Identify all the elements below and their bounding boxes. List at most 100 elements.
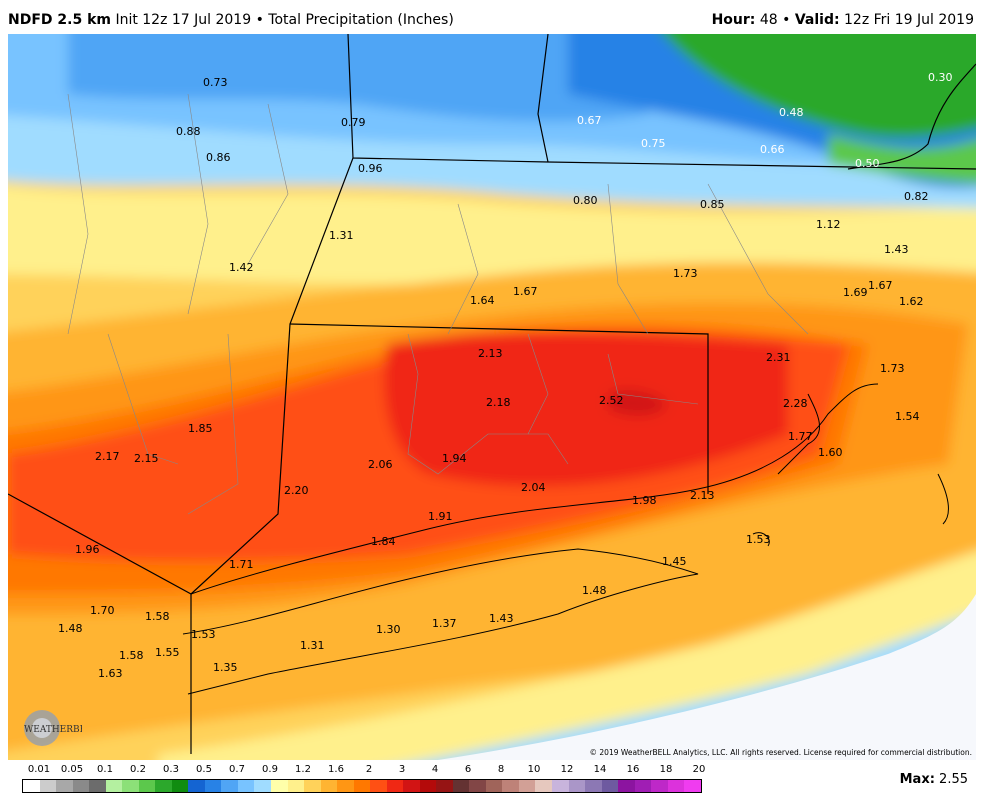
precip-value-label: 0.82 <box>904 190 929 203</box>
precip-value-label: 1.42 <box>229 261 254 274</box>
legend-label: 20 <box>692 764 706 775</box>
legend-label: 0.5 <box>196 764 212 775</box>
precip-value-label: 0.48 <box>779 106 804 119</box>
ocean-no-data <box>438 594 976 760</box>
legend-color-swatch <box>56 780 73 792</box>
legend-label: 12 <box>560 764 574 775</box>
legend-color-swatch <box>353 780 371 792</box>
precip-value-label: 1.31 <box>329 229 354 242</box>
precip-value-label: 1.43 <box>884 243 909 256</box>
legend-color-swatch <box>304 780 321 792</box>
precip-value-label: 2.06 <box>368 458 393 471</box>
copyright-notice: © 2019 WeatherBELL Analytics, LLC. All r… <box>589 748 972 757</box>
hour-value: 48 <box>759 12 778 28</box>
precip-value-label: 0.80 <box>573 194 598 207</box>
legend-label: 8 <box>497 764 505 775</box>
precipitation-legend: 0.01 0.05 0.1 0.2 0.3 0.5 0.7 0.9 1.2 1.6 2 3 4 6 8 10 1… <box>22 764 706 804</box>
precip-value-label: 2.13 <box>478 347 503 360</box>
legend-color-swatch <box>684 780 701 792</box>
precip-value-label: 1.60 <box>818 446 843 459</box>
legend-color-swatch <box>552 780 569 792</box>
legend-color-swatch <box>403 780 420 792</box>
max-label: Max: <box>899 772 935 787</box>
precip-value-label: 0.67 <box>577 114 602 127</box>
legend-color-swatch <box>370 780 387 792</box>
title-separator: • <box>255 12 264 28</box>
precip-value-label: 0.66 <box>760 143 785 156</box>
precip-value-label: 0.79 <box>341 116 366 129</box>
precip-value-label: 1.12 <box>816 218 841 231</box>
legend-color-swatch <box>171 780 189 792</box>
precip-value-label: 1.35 <box>213 661 238 674</box>
precip-value-label: 0.50 <box>855 157 880 170</box>
precip-value-label: 1.62 <box>899 295 924 308</box>
legend-color-swatch <box>386 780 404 792</box>
legend-color-swatch <box>188 780 205 792</box>
precip-value-label: 1.70 <box>90 604 115 617</box>
valid-value: 12z Fri 19 Jul 2019 <box>844 12 974 28</box>
precip-value-label: 2.15 <box>134 452 159 465</box>
precip-value-label: 1.53 <box>191 628 216 641</box>
precip-value-label: 1.45 <box>662 555 687 568</box>
legend-color-swatch <box>568 780 586 792</box>
value-labels: 0.73 0.88 0.86 0.79 0.96 0.67 0.75 0.48 0.66 0.50… <box>58 71 953 680</box>
precipitation-map: 0.73 0.88 0.86 0.79 0.96 0.67 0.75 0.48 0.66 0.50… <box>8 34 976 760</box>
precip-value-label: 2.28 <box>783 397 808 410</box>
legend-color-swatch <box>634 780 652 792</box>
legend-label: 1.2 <box>295 764 311 775</box>
precip-value-label: 2.18 <box>486 396 511 409</box>
precip-value-label: 1.63 <box>98 667 123 680</box>
legend-color-swatch <box>221 780 238 792</box>
weatherbell-logo: WEATHERBELL <box>20 702 82 752</box>
precip-value-label: 1.30 <box>376 623 401 636</box>
precip-value-label: 2.17 <box>95 450 120 463</box>
coastline <box>182 383 949 695</box>
legend-label: 0.2 <box>130 764 146 775</box>
legend-label: 0.05 <box>60 764 84 775</box>
precip-value-label: 1.48 <box>582 584 607 597</box>
legend-label: 3 <box>398 764 406 775</box>
precip-value-label: 1.67 <box>513 285 538 298</box>
precip-value-label: 2.52 <box>599 394 624 407</box>
legend-color-swatch <box>618 780 635 792</box>
legend-label: 16 <box>626 764 640 775</box>
legend-label: 0.9 <box>262 764 278 775</box>
legend-color-swatch <box>452 780 470 792</box>
precip-value-label: 1.43 <box>489 612 514 625</box>
max-value-display: Max: 2.55 <box>900 772 968 787</box>
precip-value-label: 0.30 <box>928 71 953 84</box>
precip-value-label: 1.37 <box>432 617 457 630</box>
map-title: NDFD 2.5 km Init 12z 17 Jul 2019 • Total… <box>8 12 454 28</box>
legend-color-swatch <box>667 780 685 792</box>
precip-value-label: 1.64 <box>470 294 495 307</box>
precip-value-label: 1.69 <box>843 286 868 299</box>
precip-value-label: 1.71 <box>229 558 254 571</box>
legend-color-swatch <box>155 780 172 792</box>
hour-label: Hour: <box>711 12 756 28</box>
precip-value-label: 0.73 <box>203 76 228 89</box>
legend-color-swatch <box>535 780 552 792</box>
legend-color-swatch <box>337 780 354 792</box>
map-canvas: 0.73 0.88 0.86 0.79 0.96 0.67 0.75 0.48 0.66 0.50… <box>8 34 976 760</box>
precip-value-label: 1.53 <box>746 533 771 546</box>
legend-color-swatch <box>72 780 90 792</box>
legend-labels: 0.01 0.05 0.1 0.2 0.3 0.5 0.7 0.9 1.2 1.6 2 3 4 6 8 10 1… <box>22 764 706 778</box>
precip-value-label: 1.73 <box>880 362 905 375</box>
legend-color-swatch <box>254 780 271 792</box>
forecast-time: Hour: 48 • Valid: 12z Fri 19 Jul 2019 <box>712 12 974 28</box>
precip-value-label: 2.13 <box>690 489 715 502</box>
legend-color-swatch <box>518 780 536 792</box>
legend-label: 4 <box>431 764 439 775</box>
precip-value-label: 1.31 <box>300 639 325 652</box>
svg-text:WEATHERBELL: WEATHERBELL <box>24 725 82 735</box>
legend-color-bar <box>22 779 702 793</box>
time-separator: • <box>782 12 791 28</box>
max-value: 2.55 <box>939 772 968 787</box>
legend-label: 14 <box>593 764 607 775</box>
legend-color-swatch <box>469 780 486 792</box>
legend-label: 0.01 <box>27 764 51 775</box>
legend-color-swatch <box>485 780 503 792</box>
legend-label: 6 <box>464 764 472 775</box>
legend-color-swatch <box>204 780 222 792</box>
legend-color-swatch <box>122 780 139 792</box>
